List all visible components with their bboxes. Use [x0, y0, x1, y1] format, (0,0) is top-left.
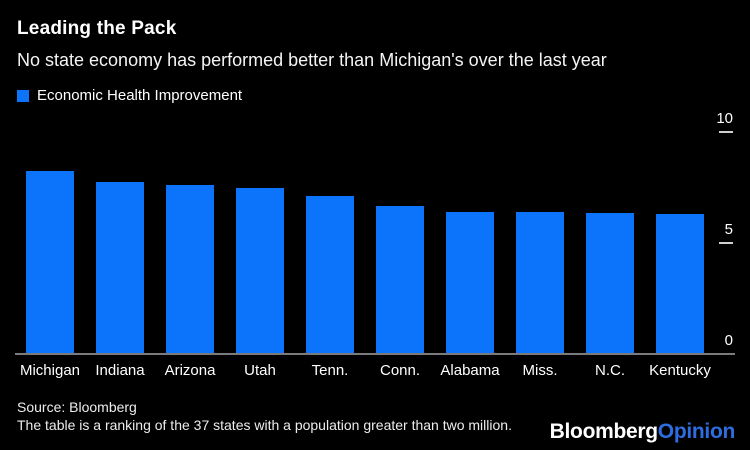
x-axis-label: Alabama — [440, 362, 500, 379]
x-axis-label: Kentucky — [649, 362, 711, 379]
x-axis-label: Tenn. — [311, 362, 349, 379]
y-axis-tick-label: 5 — [724, 221, 733, 238]
bar-tenn — [306, 196, 354, 353]
y-axis-tick-label: 10 — [716, 110, 733, 127]
x-axis-label: Miss. — [522, 362, 558, 379]
x-axis-label: Arizona — [164, 362, 216, 379]
legend-label: Economic Health Improvement — [37, 87, 243, 104]
y-axis-tick-mark — [719, 242, 733, 244]
logo-opinion: Opinion — [657, 420, 736, 443]
bar-nc — [586, 213, 634, 353]
chart-subtitle: No state economy has performed better th… — [17, 50, 607, 70]
x-axis-label: N.C. — [595, 362, 625, 379]
bar-alabama — [446, 212, 494, 353]
bar-utah — [236, 188, 284, 353]
bar-michigan — [26, 171, 74, 353]
footnote-text: The table is a ranking of the 37 states … — [17, 417, 512, 433]
bar-indiana — [96, 182, 144, 353]
logo-bloomberg: Bloomberg — [549, 420, 658, 443]
y-axis-tick-label: 0 — [724, 332, 733, 349]
legend: Economic Health Improvement — [17, 87, 242, 104]
bar-kentucky — [656, 214, 704, 353]
x-axis-label: Utah — [244, 362, 276, 379]
bloomberg-opinion-logo: BloombergOpinion — [549, 420, 736, 444]
source-text: Source: Bloomberg — [17, 399, 137, 415]
bar-miss — [516, 212, 564, 353]
x-axis-baseline — [15, 353, 735, 355]
legend-swatch-icon — [17, 89, 29, 102]
x-axis-label: Indiana — [95, 362, 145, 379]
x-axis-label: Conn. — [379, 362, 421, 379]
bar-conn — [376, 206, 424, 353]
x-axis-label: Michigan — [19, 362, 81, 379]
y-axis-tick-mark — [719, 131, 733, 133]
chart-title: Leading the Pack — [17, 18, 177, 39]
bar-arizona — [166, 185, 214, 353]
